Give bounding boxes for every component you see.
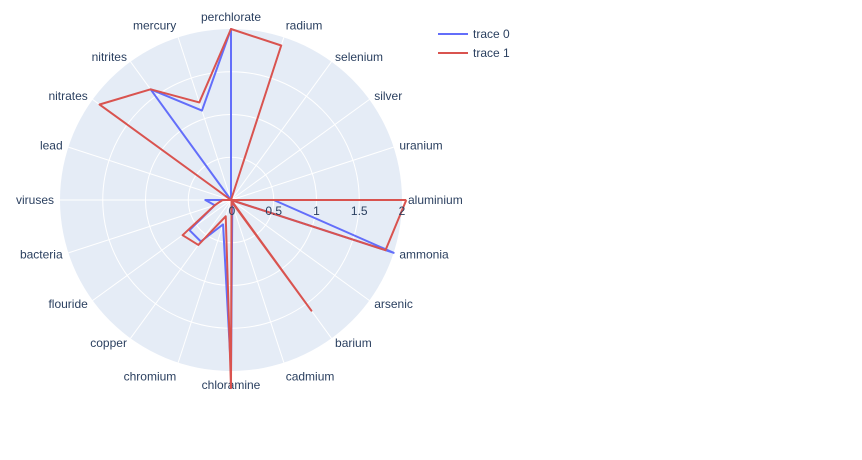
angular-tick-label: uranium (399, 138, 442, 152)
angular-grid-line (230, 99, 370, 201)
angular-grid-line (68, 199, 232, 254)
radial-tick-label: 0.5 (265, 204, 282, 218)
angular-grid-line (230, 61, 332, 201)
angular-tick-label: silver (374, 89, 402, 103)
angular-grid-line (177, 199, 232, 363)
angular-grid-line (230, 199, 285, 363)
traces (98, 28, 408, 390)
legend-label: trace 1 (473, 46, 510, 60)
legend-label: trace 0 (473, 27, 510, 41)
radial-tick-label: 2 (399, 204, 406, 218)
angular-tick-label: radium (286, 19, 323, 33)
trace-line-1[interactable] (98, 28, 408, 390)
legend-item-1[interactable]: trace 1 (438, 46, 510, 60)
angular-tick-label: cadmium (286, 369, 335, 383)
angular-tick-label: selenium (335, 50, 383, 64)
angular-tick-label: bacteria (20, 248, 63, 262)
angular-tick-label: aluminium (408, 193, 463, 207)
radial-tick-label: 1 (313, 204, 320, 218)
angular-tick-label: arsenic (374, 297, 413, 311)
angular-grid-line (130, 199, 232, 339)
angular-grid-line (230, 199, 370, 301)
legend[interactable]: trace 0 trace 1 (438, 27, 510, 60)
legend-item-0[interactable]: trace 0 (438, 27, 510, 41)
angular-tick-label: perchlorate (201, 10, 261, 24)
angular-grid-line (68, 146, 232, 201)
angular-tick-label: nitrites (92, 50, 127, 64)
angular-grid-line (92, 199, 232, 301)
angular-tick-label: copper (90, 336, 127, 350)
angular-tick-label: mercury (133, 19, 176, 33)
angular-tick-label: flouride (48, 297, 88, 311)
angular-tick-label: lead (40, 138, 63, 152)
angular-tick-label: ammonia (399, 248, 449, 262)
angular-tick-label: barium (335, 336, 372, 350)
radial-axis-labels: 0 0.5 1 1.5 2 (229, 204, 406, 218)
angular-axis-labels: aluminiumammoniaarsenicbariumcadmiumchlo… (16, 10, 463, 392)
angular-tick-label: viruses (16, 193, 54, 207)
radial-tick-label: 1.5 (351, 204, 368, 218)
radial-tick-label: 0 (229, 204, 236, 218)
angular-grid-line (177, 37, 232, 201)
angular-grid-line (230, 146, 394, 201)
angular-tick-label: nitrates (48, 89, 87, 103)
angular-tick-label: chromium (124, 369, 177, 383)
